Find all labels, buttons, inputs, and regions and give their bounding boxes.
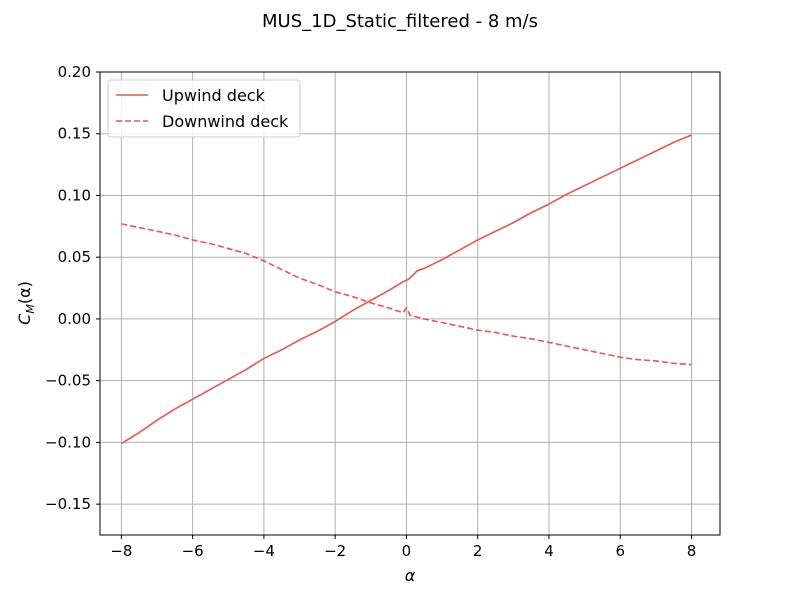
x-tick-label: 8: [687, 542, 697, 560]
y-tick-label: 0.00: [58, 310, 91, 328]
y-tick-label: −0.05: [45, 372, 91, 390]
grid: [100, 71, 720, 535]
legend: Upwind deck Downwind deck: [107, 79, 301, 138]
x-tick-label: −8: [110, 542, 132, 560]
y-tick-label: −0.10: [45, 433, 91, 451]
ticks: −8 −6 −4 −2 0 2 4 6 8 −0.15 −0.10 −0.05 0.00 0.05 0.10…: [45, 63, 696, 560]
y-tick-label: −0.15: [45, 495, 91, 513]
y-tick-label: 0.20: [58, 63, 91, 81]
y-axis-label-sub: M: [24, 304, 37, 314]
series-line-upwind-deck: [120, 134, 692, 445]
legend-label: Downwind deck: [162, 112, 289, 131]
series-layer: [120, 134, 692, 445]
x-tick-label: −2: [324, 542, 346, 560]
x-tick-label: −6: [182, 542, 204, 560]
x-axis-label: α: [405, 566, 416, 585]
y-axis-label: CM(α): [15, 281, 37, 325]
y-axis-label-main: C: [15, 313, 34, 325]
y-tick-label: 0.15: [58, 125, 91, 143]
y-tick-label: 0.05: [58, 248, 91, 266]
x-tick-label: −4: [253, 542, 275, 560]
y-tick-label: 0.10: [58, 186, 91, 204]
plot-frame: [99, 71, 721, 536]
x-tick-label: 2: [473, 542, 483, 560]
x-tick-label: 4: [544, 542, 554, 560]
chart-title: MUS_1D_Static_filtered - 8 m/s: [262, 11, 538, 32]
series-line-downwind-deck: [121, 223, 692, 366]
x-tick-label: 0: [402, 542, 412, 560]
x-tick-label: 6: [615, 542, 625, 560]
legend-box: [107, 79, 301, 138]
y-axis-label-tail: (α): [15, 281, 34, 304]
legend-label: Upwind deck: [162, 86, 266, 105]
